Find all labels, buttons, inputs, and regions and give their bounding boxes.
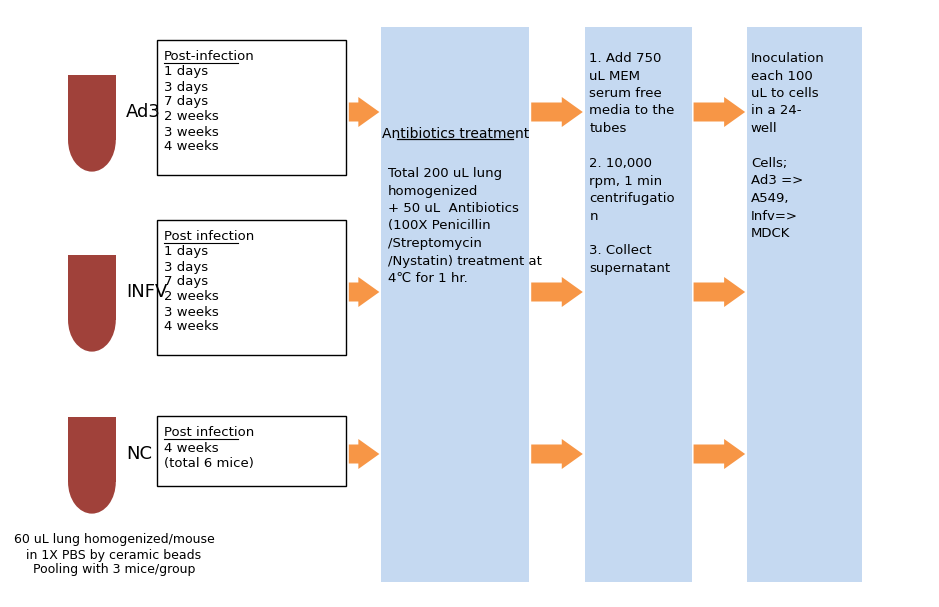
Ellipse shape [68, 450, 115, 514]
Text: 2 weeks: 2 weeks [163, 110, 218, 123]
Text: Post infection: Post infection [163, 426, 254, 439]
Polygon shape [694, 277, 746, 307]
Bar [68, 75, 115, 79]
Text: 4 weeks: 4 weeks [163, 442, 218, 455]
Text: INFV: INFV [126, 283, 168, 301]
Ellipse shape [68, 109, 115, 172]
Bar [157, 416, 346, 486]
Polygon shape [694, 97, 746, 127]
Ellipse shape [68, 288, 115, 351]
Text: NC: NC [126, 445, 152, 463]
Text: Inoculation
each 100
uL to cells
in a 24-
well

Cells;
Ad3 =>
A549,
Infv=>
MDCK: Inoculation each 100 uL to cells in a 24… [751, 52, 824, 240]
Polygon shape [348, 97, 379, 127]
Text: 4 weeks: 4 weeks [163, 320, 218, 333]
Bar [157, 220, 346, 354]
Text: 60 uL lung homogenized/mouse
in 1X PBS by ceramic beads
Pooling with 3 mice/grou: 60 uL lung homogenized/mouse in 1X PBS b… [13, 534, 214, 577]
Text: (total 6 mice): (total 6 mice) [163, 457, 254, 470]
Text: 1. Add 750
uL MEM
serum free
media to the
tubes

2. 10,000
rpm, 1 min
centrifuga: 1. Add 750 uL MEM serum free media to th… [590, 52, 675, 275]
Polygon shape [694, 439, 746, 469]
Bar [747, 27, 862, 582]
Text: 1 days: 1 days [163, 66, 208, 78]
Text: Antibiotics treatment: Antibiotics treatment [381, 127, 529, 141]
Text: 7 days: 7 days [163, 276, 208, 288]
Text: Post infection: Post infection [163, 229, 254, 243]
Polygon shape [531, 439, 583, 469]
Bar [68, 419, 115, 482]
Bar [68, 417, 115, 421]
Bar [68, 76, 115, 140]
Polygon shape [348, 277, 379, 307]
Bar [157, 39, 346, 174]
Bar [68, 255, 115, 259]
Text: Ad3: Ad3 [126, 103, 162, 121]
Text: 3 days: 3 days [163, 260, 208, 274]
Polygon shape [531, 97, 583, 127]
Bar [68, 257, 115, 320]
Bar [381, 27, 530, 582]
Text: 3 days: 3 days [163, 81, 208, 93]
Text: 3 weeks: 3 weeks [163, 305, 218, 319]
Text: 2 weeks: 2 weeks [163, 291, 218, 304]
Text: Total 200 uL lung
homogenized
+ 50 uL  Antibiotics
(100X Penicillin
/Streptomyci: Total 200 uL lung homogenized + 50 uL An… [388, 167, 542, 285]
Bar [585, 27, 692, 582]
Text: 1 days: 1 days [163, 245, 208, 259]
Text: 4 weeks: 4 weeks [163, 140, 218, 154]
Text: Post-infection: Post-infection [163, 50, 254, 63]
Text: 3 weeks: 3 weeks [163, 126, 218, 138]
Polygon shape [531, 277, 583, 307]
Polygon shape [348, 439, 379, 469]
Text: 7 days: 7 days [163, 95, 208, 109]
